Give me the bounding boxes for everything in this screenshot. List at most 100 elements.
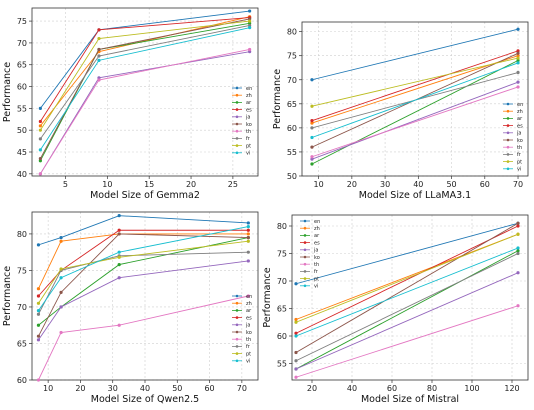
- data-point-ko: [516, 51, 520, 55]
- data-point-pt: [310, 104, 314, 108]
- legend-marker-ko: [303, 255, 307, 259]
- series-line-vi: [39, 27, 250, 151]
- legend-marker-pt: [235, 144, 239, 147]
- y-tick-label: 80: [277, 222, 287, 231]
- y-tick-label: 70: [17, 303, 27, 312]
- series-line-vi: [295, 247, 519, 337]
- y-tick-label: 55: [17, 104, 27, 113]
- legend-label-vi: vi: [517, 167, 521, 173]
- y-tick-label: 75: [17, 17, 27, 26]
- y-tick-label: 75: [277, 250, 287, 259]
- x-tick-label: 100: [464, 384, 479, 393]
- y-tick-label: 55: [277, 360, 287, 369]
- legend-marker-fr: [303, 270, 307, 273]
- legend-marker-vi: [235, 359, 239, 363]
- data-point-th: [248, 47, 252, 52]
- y-tick-label: 60: [277, 332, 287, 341]
- legend-label-fr: fr: [517, 152, 522, 158]
- legend-marker-ja: [303, 248, 307, 252]
- data-point-zh: [516, 54, 520, 58]
- legend-label-ar: ar: [314, 233, 320, 239]
- x-tick-label: 80: [427, 384, 437, 393]
- x-tick-label: 120: [504, 384, 519, 393]
- x-tick-label: 50: [446, 180, 456, 189]
- data-point-pt: [246, 239, 250, 243]
- data-point-th: [97, 78, 101, 82]
- legend-marker-fr: [235, 345, 239, 348]
- data-point-th: [516, 85, 520, 89]
- x-tick-label: 60: [480, 180, 490, 189]
- legend-label-zh: zh: [246, 93, 252, 99]
- data-point-en: [246, 221, 250, 225]
- data-point-en: [59, 235, 63, 240]
- data-point-ko: [38, 156, 42, 161]
- data-point-zh: [310, 121, 314, 125]
- legend-label-ja: ja: [313, 248, 318, 254]
- legend-marker-th: [303, 262, 307, 266]
- data-point-fr: [516, 70, 520, 75]
- legend-label-vi: vi: [246, 151, 250, 157]
- data-point-pt: [59, 267, 63, 271]
- data-point-ja: [59, 305, 63, 309]
- x-tick-label: 15: [144, 180, 154, 189]
- data-point-ko: [310, 145, 314, 149]
- data-point-ar: [516, 249, 520, 253]
- y-tick-label: 80: [287, 28, 297, 37]
- series-line-ar: [39, 22, 250, 161]
- data-point-es: [516, 224, 520, 228]
- legend-label-ar: ar: [246, 100, 252, 106]
- y-tick-label: 60: [17, 83, 27, 92]
- data-point-ar: [117, 262, 121, 267]
- x-tick-label: 20: [186, 180, 196, 189]
- data-point-en: [117, 214, 121, 218]
- data-point-es: [117, 228, 121, 232]
- data-point-es: [36, 294, 41, 298]
- data-point-vi: [516, 61, 520, 65]
- x-tick-label: 70: [513, 180, 523, 189]
- data-point-vi: [59, 276, 63, 280]
- data-point-pt: [117, 255, 121, 259]
- legend-marker-zh: [303, 226, 307, 230]
- data-point-pt: [97, 36, 101, 41]
- data-point-th: [36, 378, 41, 382]
- y-tick-label: 60: [287, 124, 297, 133]
- y-tick-label: 65: [277, 305, 287, 314]
- legend-label-zh: zh: [246, 301, 252, 307]
- legend-marker-th: [235, 129, 239, 133]
- data-point-en: [36, 243, 41, 247]
- data-point-vi: [38, 148, 42, 152]
- x-tick-label: 60: [387, 384, 397, 393]
- x-tick-label: 40: [347, 384, 357, 393]
- legend-marker-ar: [303, 234, 307, 237]
- legend-marker-ar: [235, 101, 239, 104]
- legend-marker-es: [235, 316, 239, 319]
- series-line-es: [38, 229, 249, 297]
- data-point-en: [294, 282, 298, 286]
- y-tick-label: 40: [17, 170, 27, 179]
- series-line-zh: [38, 233, 249, 289]
- data-point-es: [38, 119, 42, 124]
- legend-marker-en: [235, 86, 239, 90]
- data-point-th: [117, 323, 121, 327]
- legend-label-ko: ko: [314, 255, 320, 261]
- data-point-es: [310, 119, 314, 123]
- data-point-vi: [516, 246, 520, 250]
- legend-label-fr: fr: [246, 344, 251, 350]
- data-point-fr: [36, 312, 41, 316]
- x-tick-label: 70: [237, 384, 247, 393]
- legend-label-ko: ko: [246, 122, 252, 128]
- legend-marker-zh: [235, 93, 239, 97]
- plot-frame: [291, 214, 529, 381]
- series-line-pt: [38, 240, 249, 304]
- data-point-ja: [117, 276, 121, 280]
- data-point-pt: [36, 301, 41, 305]
- legend-label-fr: fr: [246, 136, 251, 142]
- data-point-th: [38, 172, 42, 176]
- x-tick-label: 20: [75, 384, 85, 393]
- data-point-ja: [36, 338, 41, 342]
- data-point-es: [97, 28, 101, 32]
- x-axis-label: Model Size of Qwen2.5: [91, 394, 199, 405]
- legend-marker-zh: [235, 301, 239, 305]
